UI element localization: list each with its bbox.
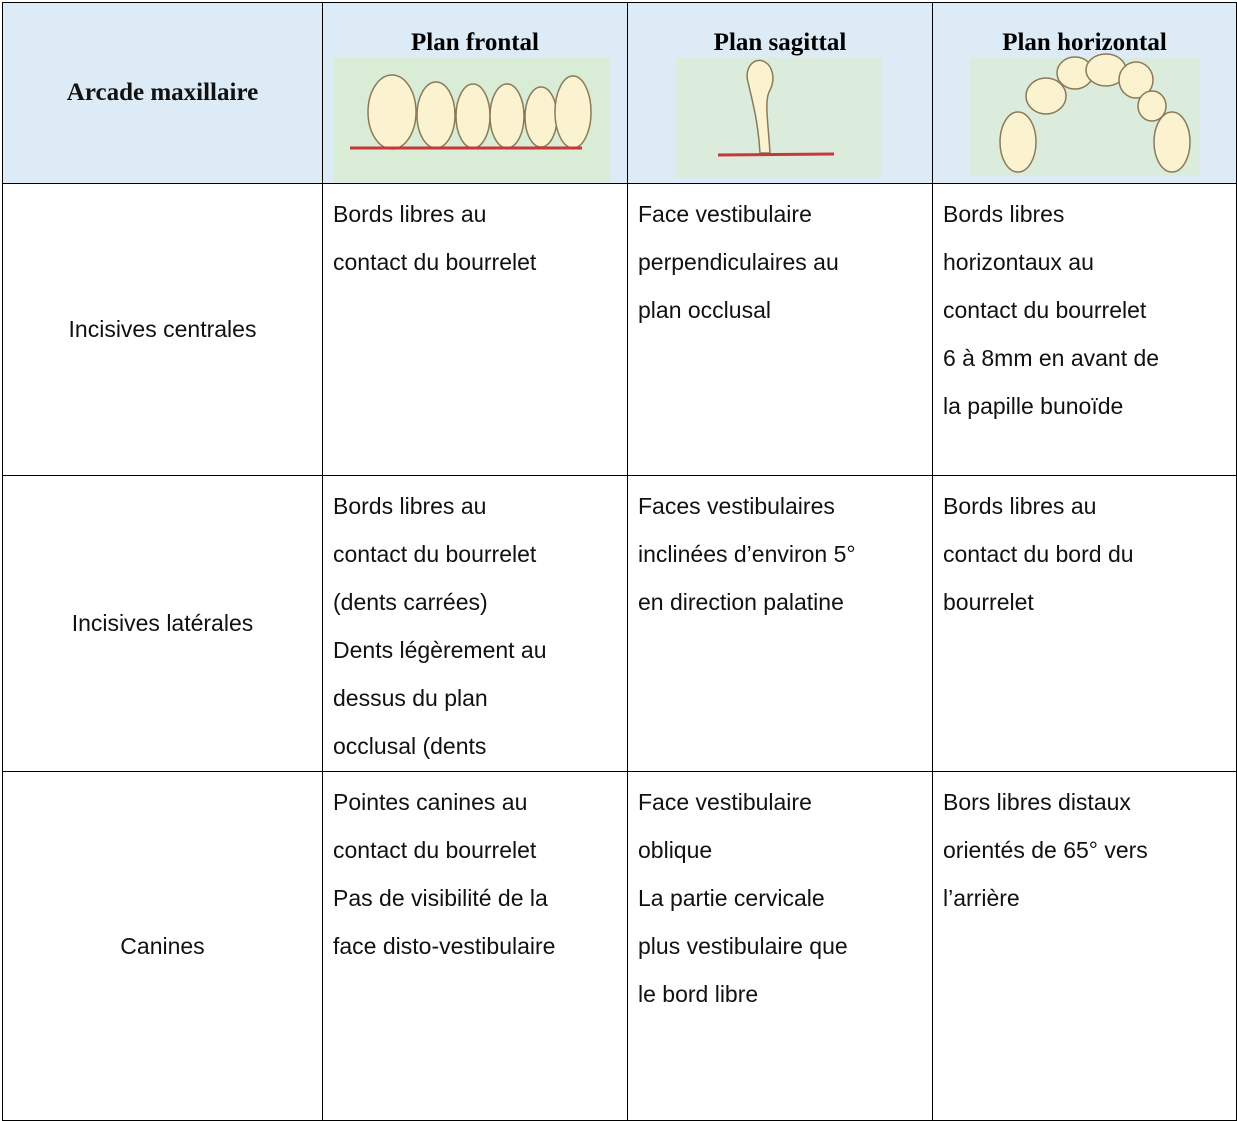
cell-line: contact du bord du (943, 541, 1134, 567)
cell-line: perpendiculaires au (638, 249, 839, 275)
cell-line: 6 à 8mm en avant de (943, 345, 1160, 371)
header-cell: Arcade maxillaire (2, 2, 323, 184)
row-label-cell: Incisives centrales (2, 183, 323, 476)
header-text: Plan horizontal (1002, 29, 1167, 56)
body-cell: Face vestibulaire oblique La partie cervic… (627, 771, 933, 1121)
cell-line: orientés de 65° vers (943, 837, 1148, 863)
cell-line: Bords libres au (333, 201, 487, 227)
cell-line: occlusal (dents (333, 733, 487, 759)
body-cell: Bords libres horizontaux au contact du bou… (932, 183, 1237, 476)
cell-line: (dents carrées) (333, 589, 488, 615)
cell-line: le bord libre (638, 981, 759, 1007)
body-cell: Bords libres au contact du bourrelet (dent… (322, 475, 628, 772)
row-label: Incisives latérales (71, 610, 254, 636)
cell-line: Pas de visibilité de la (333, 885, 548, 911)
header-cell: Plan sagittal (627, 2, 933, 184)
cell-line: l’arrière (943, 885, 1020, 911)
body-cell: Faces vestibulaires inclinées d’environ 5… (627, 475, 933, 772)
cell-line: contact du bourrelet (333, 249, 537, 275)
cell-line: Face vestibulaire (638, 201, 812, 227)
body-cell: Pointes canines au contact du bourrelet Pa… (322, 771, 628, 1121)
cell-line: La partie cervicale (638, 885, 825, 911)
row-label-cell: Incisives latérales (2, 475, 323, 772)
cell-line: plan occlusal (638, 297, 771, 323)
header-cell: Plan frontal (322, 2, 628, 184)
cell-line: Dents légèrement au (333, 637, 547, 663)
body-cell: Bors libres distaux orientés de 65° vers l… (932, 771, 1237, 1121)
body-cell: Bords libres au contact du bourrelet (322, 183, 628, 476)
cell-line: contact du bourrelet (333, 837, 537, 863)
cell-line: Faces vestibulaires (638, 493, 835, 519)
header-text: Plan frontal (410, 29, 539, 56)
body-cell: Bords libres au contact du bord du bourrel… (932, 475, 1237, 772)
cell-line: en direction palatine (638, 589, 844, 615)
row-label-cell: Canines (2, 771, 323, 1121)
header-text: Arcade maxillaire (66, 79, 259, 106)
cell-line: inclinées d’environ 5° (638, 541, 856, 567)
cell-line: Bords libres au (333, 493, 487, 519)
cell-line: contact du bourrelet (943, 297, 1147, 323)
cell-line: Pointes canines au (333, 789, 528, 815)
cell-line: contact du bourrelet (333, 541, 537, 567)
row-label: Canines (120, 932, 205, 959)
row-label: Incisives centrales (68, 316, 257, 342)
cell-line: Face vestibulaire (638, 789, 812, 815)
cell-line: oblique (638, 837, 713, 863)
cell-line: Bors libres distaux (943, 789, 1131, 815)
cell-line: la papille bunoïde (943, 393, 1124, 419)
header-cell: Plan horizontal (932, 2, 1237, 184)
cell-line: plus vestibulaire que (638, 933, 848, 959)
cell-line: Bords libres (943, 201, 1065, 227)
header-text: Plan sagittal (713, 29, 847, 56)
cell-line: horizontaux au (943, 249, 1094, 275)
cell-line: Bords libres au (943, 493, 1097, 519)
body-cell: Face vestibulaire perpendiculaires au plan… (627, 183, 933, 476)
cell-line: dessus du plan (333, 685, 488, 711)
cell-line: bourrelet (943, 589, 1034, 615)
cell-line: face disto-vestibulaire (333, 933, 556, 959)
